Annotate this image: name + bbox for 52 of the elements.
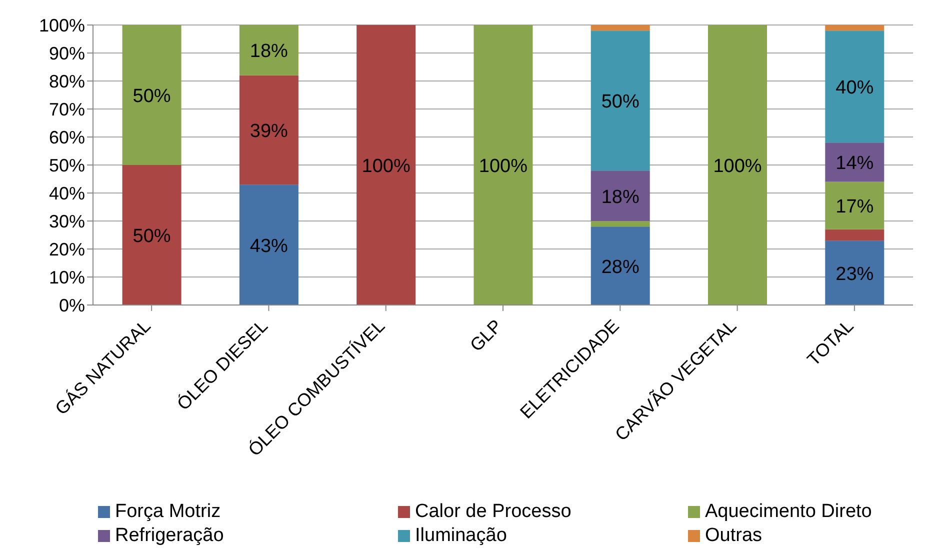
data-label: 23% xyxy=(836,264,874,285)
bar xyxy=(239,75,298,185)
bar xyxy=(590,221,650,227)
bar xyxy=(708,25,767,305)
bar xyxy=(122,25,182,165)
data-label: 100% xyxy=(478,156,528,177)
bar xyxy=(825,182,884,230)
data-label: 50% xyxy=(132,86,171,107)
bar xyxy=(825,25,884,31)
legend-label: Força Motriz xyxy=(115,500,221,524)
data-label: 28% xyxy=(601,256,640,278)
bar xyxy=(825,229,884,241)
bar xyxy=(239,184,298,305)
y-tick-label: 0% xyxy=(58,295,85,316)
y-tick-label: 10% xyxy=(48,267,85,288)
data-label: 50% xyxy=(601,92,640,113)
bar xyxy=(590,30,650,171)
bar xyxy=(590,170,650,221)
data-label: 17% xyxy=(836,196,874,218)
legend-label: Calor de Processo xyxy=(415,500,572,524)
y-tick-label: 90% xyxy=(48,43,85,64)
data-label: 100% xyxy=(713,156,762,177)
data-label: 18% xyxy=(250,41,288,62)
data-label: 100% xyxy=(362,156,410,177)
y-tick-label: 70% xyxy=(48,99,85,120)
data-label: 39% xyxy=(250,121,288,142)
y-tick-label: 100% xyxy=(38,15,85,36)
bar xyxy=(356,25,416,305)
data-label: 14% xyxy=(836,153,874,174)
legend-label: Outras xyxy=(705,524,762,548)
x-tick-label: GLP xyxy=(466,316,506,356)
bar xyxy=(122,165,182,305)
data-label: 18% xyxy=(601,186,640,208)
bar xyxy=(825,142,884,182)
bar xyxy=(825,30,884,143)
legend-label: Aquecimento Direto xyxy=(705,500,872,524)
legend-label: Refrigeração xyxy=(115,524,224,548)
bar xyxy=(590,25,650,31)
y-tick-label: 40% xyxy=(48,183,85,204)
y-tick-label: 20% xyxy=(48,239,85,260)
data-label: 40% xyxy=(836,78,874,99)
y-tick-label: 80% xyxy=(48,71,85,92)
data-label: 43% xyxy=(250,236,288,257)
data-label: 50% xyxy=(132,226,171,247)
bar xyxy=(825,240,884,305)
bar xyxy=(474,25,533,305)
bar xyxy=(239,25,298,76)
y-tick-label: 60% xyxy=(48,127,85,148)
y-tick-label: 50% xyxy=(48,155,85,176)
bar xyxy=(590,226,650,305)
legend-label: Iluminação xyxy=(415,524,507,548)
y-tick-label: 30% xyxy=(48,211,85,232)
